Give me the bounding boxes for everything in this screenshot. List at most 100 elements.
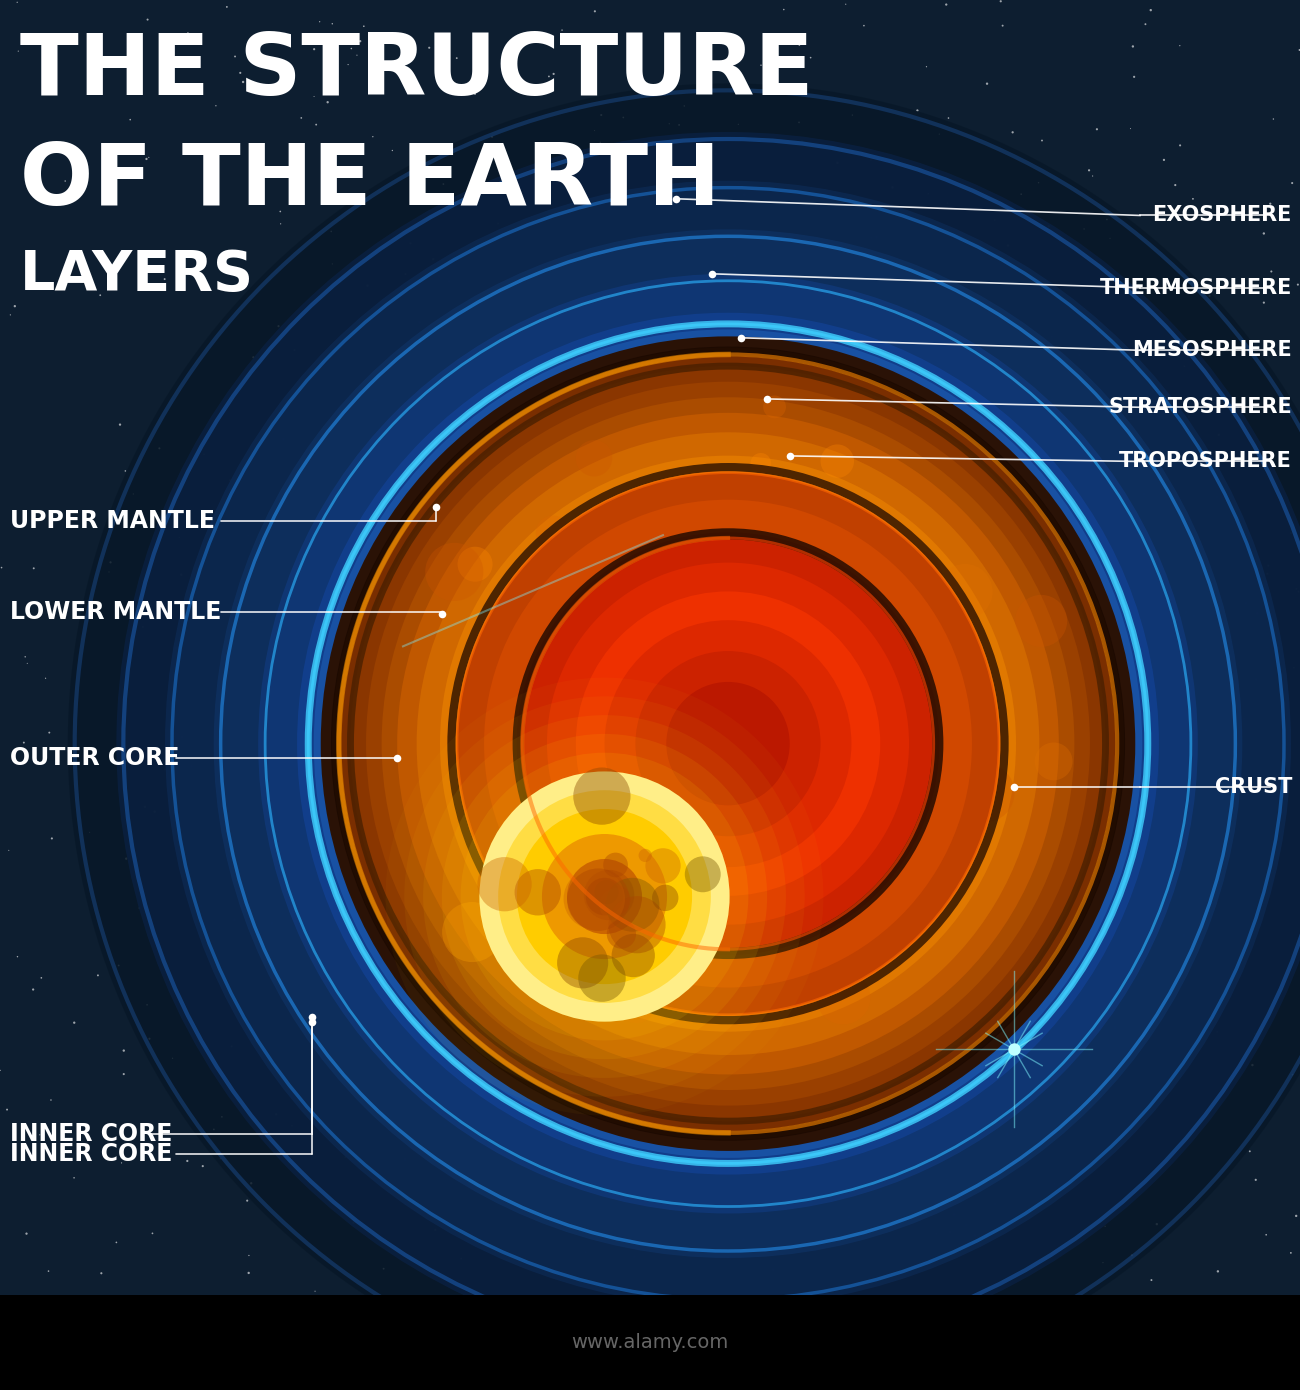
Point <box>1124 1027 1145 1049</box>
Point <box>940 1220 961 1243</box>
Point <box>370 1027 391 1049</box>
Point <box>802 944 823 966</box>
Circle shape <box>498 790 711 1004</box>
Point <box>1175 600 1196 623</box>
Point <box>365 389 386 411</box>
Point <box>1288 581 1300 603</box>
Point <box>295 735 316 758</box>
Point <box>801 46 822 68</box>
Point <box>142 1222 162 1244</box>
Point <box>1001 1141 1022 1163</box>
Point <box>1004 1038 1024 1061</box>
Point <box>1024 848 1045 870</box>
Point <box>715 461 736 484</box>
Point <box>1227 446 1248 468</box>
Point <box>1053 452 1074 474</box>
Point <box>1257 637 1278 659</box>
Circle shape <box>758 741 811 795</box>
Point <box>932 1130 953 1152</box>
Point <box>852 1211 872 1233</box>
Circle shape <box>480 771 729 1022</box>
Point <box>649 834 670 856</box>
Point <box>441 548 462 570</box>
Point <box>64 1166 84 1188</box>
Point <box>124 482 144 505</box>
Point <box>1274 448 1295 470</box>
Point <box>610 379 630 402</box>
Point <box>941 616 962 638</box>
Circle shape <box>653 884 679 910</box>
Circle shape <box>597 771 656 830</box>
Point <box>780 445 801 467</box>
Circle shape <box>667 682 789 805</box>
Point <box>230 61 251 83</box>
Point <box>317 1020 338 1042</box>
Point <box>984 1193 1005 1215</box>
Point <box>462 1063 482 1086</box>
Point <box>512 851 533 873</box>
Point <box>1174 924 1195 947</box>
Point <box>1170 35 1191 57</box>
Point <box>728 113 749 135</box>
Circle shape <box>750 453 771 474</box>
Point <box>225 46 246 68</box>
Point <box>654 485 675 507</box>
Point <box>1004 776 1024 798</box>
Circle shape <box>458 546 493 582</box>
Point <box>372 374 393 396</box>
Point <box>696 998 716 1020</box>
Point <box>144 801 165 823</box>
Point <box>122 70 143 92</box>
Point <box>1261 260 1282 282</box>
Point <box>354 877 374 899</box>
Circle shape <box>536 516 571 550</box>
Point <box>1037 598 1058 620</box>
Point <box>698 357 719 379</box>
Circle shape <box>404 696 805 1097</box>
Point <box>1140 0 1161 21</box>
Point <box>285 339 306 361</box>
Point <box>237 1190 257 1212</box>
Circle shape <box>685 856 720 892</box>
Point <box>915 270 936 292</box>
Point <box>734 851 755 873</box>
Circle shape <box>523 538 933 949</box>
Point <box>689 688 710 710</box>
Point <box>987 656 1008 678</box>
Point <box>907 99 928 121</box>
Point <box>777 869 798 891</box>
Point <box>240 1172 261 1194</box>
Circle shape <box>321 336 1135 1151</box>
Point <box>734 264 755 286</box>
Point <box>306 114 326 136</box>
Point <box>6 0 27 14</box>
Point <box>569 389 590 411</box>
Point <box>801 710 822 733</box>
Point <box>551 19 572 42</box>
Point <box>763 1258 784 1280</box>
Circle shape <box>68 83 1300 1390</box>
Circle shape <box>484 500 972 988</box>
Point <box>538 381 559 403</box>
Point <box>620 384 641 406</box>
Point <box>1219 657 1240 680</box>
Point <box>243 346 264 368</box>
Point <box>560 32 581 54</box>
Point <box>317 92 338 114</box>
Point <box>387 737 408 759</box>
Point <box>429 265 450 288</box>
Point <box>1256 573 1277 595</box>
Point <box>1001 1120 1022 1143</box>
Point <box>111 1152 131 1175</box>
Point <box>720 542 741 564</box>
Point <box>400 232 421 254</box>
Point <box>136 147 157 170</box>
Point <box>659 113 680 135</box>
Point <box>793 588 814 610</box>
Point <box>734 183 755 206</box>
Point <box>439 371 460 393</box>
Circle shape <box>573 767 630 824</box>
Point <box>1256 1223 1277 1245</box>
Point <box>436 1074 456 1097</box>
Point <box>1287 274 1300 296</box>
